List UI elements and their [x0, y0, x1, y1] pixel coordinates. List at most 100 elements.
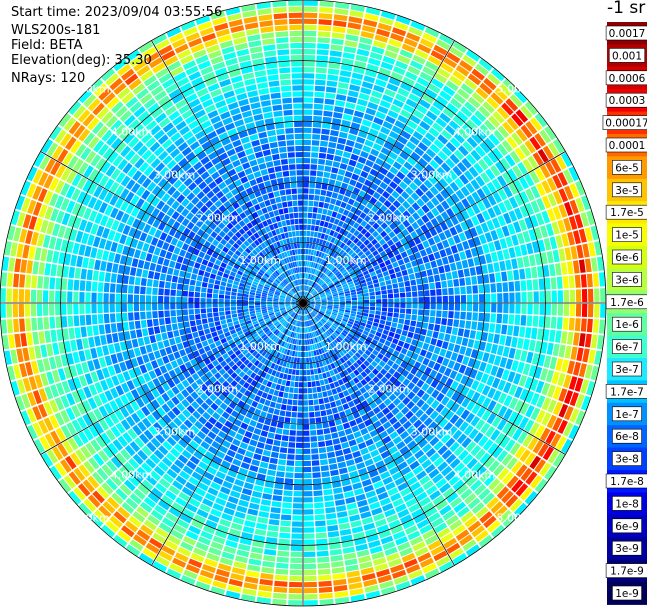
range-gate-cell: [281, 292, 287, 296]
range-gate-cell: [342, 151, 352, 159]
range-gate-cell: [205, 200, 214, 209]
range-gate-cell: [303, 515, 314, 521]
range-gate-cell: [87, 117, 100, 131]
range-gate-cell: [406, 476, 418, 486]
range-gate-cell: [305, 261, 308, 267]
range-gate-cell: [378, 530, 392, 539]
range-gate-cell: [163, 339, 170, 348]
range-gate-cell: [275, 279, 281, 284]
range-gate-cell: [234, 165, 244, 173]
range-gate-cell: [227, 429, 237, 438]
range-gate-cell: [195, 243, 203, 251]
range-gate-cell: [345, 496, 356, 504]
range-gate-cell: [106, 96, 120, 110]
range-gate-cell: [285, 380, 291, 387]
range-gate-cell: [286, 140, 295, 146]
range-gate-cell: [387, 402, 396, 411]
range-gate-cell: [182, 290, 188, 297]
range-gate-cell: [410, 320, 417, 327]
range-gate-cell: [403, 355, 411, 363]
range-gate-cell: [278, 332, 283, 339]
range-gate-cell: [303, 91, 314, 97]
range-gate-cell: [156, 407, 166, 417]
range-gate-cell: [299, 376, 303, 382]
range-gate-cell: [408, 344, 416, 352]
range-gate-cell: [202, 276, 209, 283]
range-gate-cell: [190, 171, 200, 181]
range-gate-cell: [385, 440, 395, 450]
range-gate-cell: [290, 176, 297, 182]
range-gate-cell: [155, 555, 170, 567]
range-gate-cell: [122, 371, 131, 382]
range-gate-cell: [67, 315, 74, 327]
range-gate-cell: [79, 292, 85, 303]
range-gate-cell: [118, 264, 125, 274]
range-gate-cell: [263, 44, 276, 51]
range-gate-cell: [196, 445, 207, 455]
range-gate-cell: [206, 552, 220, 562]
range-gate-cell: [183, 284, 189, 291]
range-gate-cell: [298, 206, 303, 212]
range-gate-cell: [303, 103, 313, 109]
range-gate-cell: [327, 364, 333, 371]
range-gate-cell: [318, 398, 324, 405]
range-gate-cell: [238, 543, 251, 552]
range-gate-cell: [451, 327, 459, 336]
range-gate-cell: [303, 218, 308, 224]
range-gate-cell: [209, 355, 216, 362]
range-gate-cell: [243, 116, 254, 124]
range-gate-cell: [169, 338, 176, 346]
range-gate-cell: [320, 347, 325, 354]
range-gate-cell: [225, 406, 234, 415]
range-gate-cell: [148, 170, 159, 181]
range-gate-cell: [290, 344, 294, 350]
range-gate-cell: [488, 353, 496, 365]
range-gate-cell: [278, 285, 283, 290]
range-gate-cell: [60, 425, 72, 439]
range-gate-cell: [234, 277, 241, 283]
range-gate-cell: [60, 409, 70, 424]
range-gate-cell: [323, 397, 330, 404]
range-gate-cell: [477, 322, 484, 331]
range-gate-cell: [257, 329, 264, 335]
range-gate-cell: [227, 368, 234, 376]
range-gate-cell: [507, 425, 518, 438]
range-gate-cell: [221, 137, 231, 146]
range-gate-cell: [512, 428, 523, 441]
range-gate-cell: [177, 373, 186, 382]
range-gate-cell: [265, 282, 271, 287]
range-gate-cell: [267, 304, 273, 307]
range-gate-cell: [284, 115, 293, 122]
range-gate-cell: [146, 153, 157, 165]
range-gate-cell: [588, 349, 596, 364]
range-gate-cell: [545, 430, 556, 445]
range-gate-cell: [467, 338, 475, 348]
range-gate-cell: [561, 331, 568, 344]
range-gate-cell: [173, 179, 183, 189]
range-gate-cell: [361, 333, 368, 339]
range-gate-cell: [347, 198, 355, 206]
range-gate-cell: [117, 158, 128, 171]
range-gate-cell: [120, 448, 131, 461]
range-gate-cell: [339, 436, 348, 443]
range-gate-cell: [134, 285, 140, 294]
range-gate-cell: [206, 298, 212, 303]
range-gate-cell: [366, 424, 376, 432]
range-gate-cell: [268, 311, 274, 314]
range-gate-cell: [211, 440, 221, 450]
range-gate-cell: [196, 342, 203, 350]
range-gate-cell: [76, 402, 87, 415]
range-gate-cell: [181, 109, 194, 120]
range-gate-cell: [515, 464, 528, 478]
range-gate-cell: [471, 321, 478, 330]
range-gate-cell: [377, 327, 384, 333]
range-gate-cell: [277, 378, 283, 385]
range-gate-cell: [357, 499, 368, 508]
range-gate-cell: [218, 393, 227, 402]
range-gate-cell: [295, 333, 299, 339]
range-gate-cell: [376, 389, 384, 397]
range-gate-cell: [101, 464, 113, 477]
range-gate-cell: [176, 255, 184, 264]
range-gate-cell: [455, 406, 465, 417]
range-gate-cell: [487, 442, 499, 455]
